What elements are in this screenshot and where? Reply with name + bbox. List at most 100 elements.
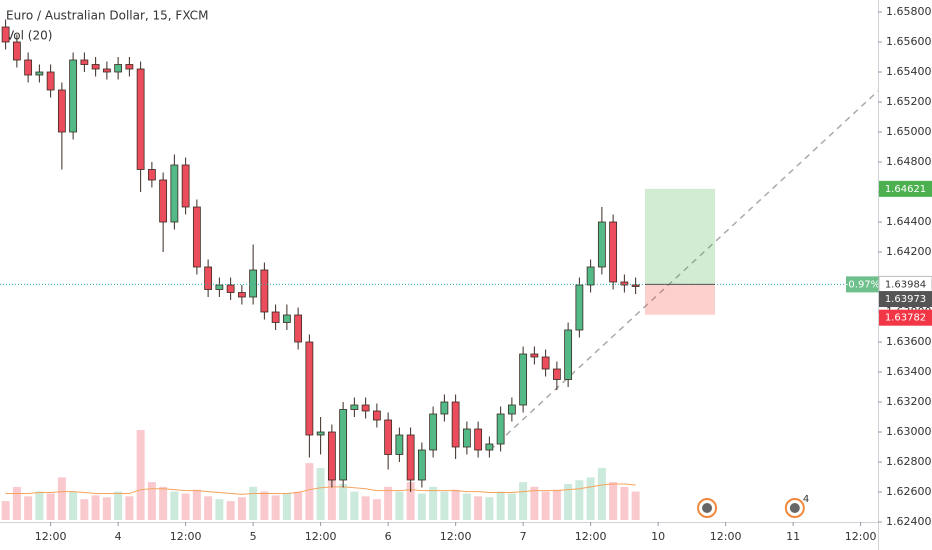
candle-body	[192, 206, 201, 268]
candle-body	[541, 356, 550, 370]
chart-title: Euro / Australian Dollar, 15, FXCM	[6, 9, 208, 23]
candle-body	[597, 221, 606, 268]
candle-body	[575, 284, 584, 331]
x-tick-label: 6	[385, 530, 392, 543]
volume-bar	[305, 463, 314, 520]
volume-bar	[552, 489, 561, 520]
volume-bar	[440, 491, 449, 520]
candle-body	[282, 314, 291, 323]
candle-body	[271, 311, 280, 323]
x-tick-label: 12:00	[170, 530, 202, 543]
candle-body	[451, 401, 460, 448]
candle-body	[46, 71, 55, 91]
candle-body	[102, 68, 111, 73]
candle-body	[552, 368, 561, 380]
volume-bar	[485, 497, 494, 520]
y-tick-label: 1.65000	[886, 125, 932, 138]
candle-body	[237, 292, 246, 298]
candle-body	[226, 284, 235, 293]
profit-zone	[645, 188, 715, 285]
x-tick-label: 12:00	[440, 530, 472, 543]
candle-body	[316, 431, 325, 436]
candle-body	[35, 71, 44, 76]
target-price-label-box	[879, 180, 932, 197]
stop-price-label: 1.63782	[885, 313, 926, 324]
candle-body	[485, 443, 494, 451]
y-tick-label: 1.64400	[886, 215, 932, 228]
volume-bar	[114, 491, 123, 520]
volume-bar	[80, 499, 89, 520]
volume-bar	[237, 497, 246, 520]
candle-body	[1, 26, 10, 43]
volume-bar	[350, 491, 359, 520]
y-tick-label: 1.64200	[886, 245, 932, 258]
candle-body	[294, 314, 303, 343]
event-icon-inner	[789, 503, 800, 513]
volume-bar	[361, 496, 370, 520]
candle-body	[384, 419, 393, 455]
volume-bar	[12, 486, 21, 520]
target-price-label: 1.64621	[885, 184, 926, 195]
volume-bar	[282, 493, 291, 520]
volume-bar	[91, 495, 100, 520]
volume-bar	[249, 486, 258, 520]
volume-bar	[541, 491, 550, 520]
candle-body	[147, 169, 156, 181]
candle-body	[350, 404, 359, 410]
x-tick-label: 7	[520, 530, 527, 543]
volume-bar	[417, 493, 426, 520]
candle-body	[24, 59, 33, 76]
volume-bar	[462, 493, 471, 520]
volume-bar	[69, 491, 78, 520]
y-tick-label: 1.62800	[886, 455, 932, 468]
event-count: 4	[803, 494, 809, 505]
x-tick-label: 12:00	[35, 530, 67, 543]
trend-line	[489, 90, 879, 451]
volume-bar	[1, 501, 10, 520]
y-tick-label: 1.63600	[886, 335, 932, 348]
volume-ma-line	[5, 483, 636, 495]
candle-body	[496, 413, 505, 445]
volume-bar	[215, 499, 224, 520]
y-tick-label: 1.65600	[886, 35, 932, 48]
candle-body	[609, 221, 618, 283]
volume-bar	[271, 495, 280, 520]
volume-bar	[372, 499, 381, 520]
volume-bar	[147, 482, 156, 520]
volume-bar	[395, 491, 404, 520]
candle-body	[406, 434, 415, 481]
x-tick-label: 11	[786, 530, 800, 543]
y-tick-label: 1.65800	[886, 5, 932, 18]
volume-bar	[575, 480, 584, 520]
candle-body	[204, 266, 213, 290]
last-price-label: 1.63973	[885, 294, 926, 305]
x-tick-label: 5	[250, 530, 257, 543]
volume-bar	[316, 467, 325, 520]
candle-body	[327, 431, 336, 481]
candle-body	[361, 404, 370, 412]
candle-body	[114, 64, 123, 73]
last-price-label-box	[879, 291, 932, 308]
volume-bar	[530, 486, 539, 520]
volume-bar	[24, 496, 33, 520]
volume-bar	[159, 486, 168, 520]
volume-bar	[507, 493, 516, 520]
volume-bar	[226, 501, 235, 520]
y-tick-label: 1.63400	[886, 365, 932, 378]
candle-body	[159, 179, 168, 223]
volume-bar	[339, 484, 348, 520]
candle-body	[305, 341, 314, 436]
candle-body	[474, 428, 483, 451]
x-tick-label: 4	[115, 530, 122, 543]
volume-bar	[519, 482, 528, 520]
candle-body	[69, 59, 78, 133]
volume-bar	[35, 491, 44, 520]
volume-bar	[609, 482, 618, 520]
entry-price-label: 1.63984	[885, 279, 926, 290]
change-label-box	[846, 276, 879, 293]
volume-bar	[586, 477, 595, 520]
change-label: -0.97%	[845, 279, 880, 290]
candle-body	[372, 410, 381, 421]
volume-bar	[384, 486, 393, 520]
x-tick-label: 12:00	[305, 530, 337, 543]
